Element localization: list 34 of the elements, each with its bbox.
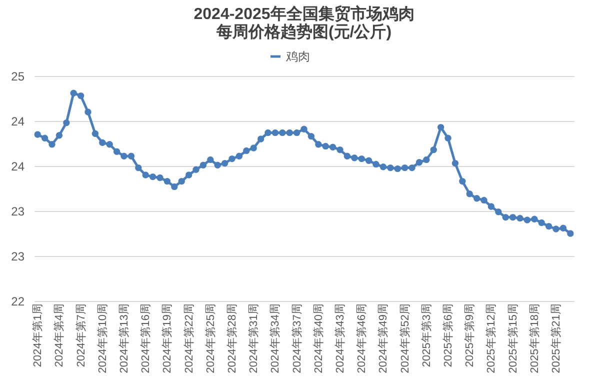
y-tick-label: 24 bbox=[11, 114, 25, 128]
x-tick-label: 2025年第3周 bbox=[420, 304, 433, 368]
x-tick-label: 2024年第46周 bbox=[356, 304, 368, 374]
x-tick-label: 2024年第31周 bbox=[248, 304, 260, 374]
x-tick-label: 2024年第4周 bbox=[54, 304, 66, 368]
x-tick-label: 2024年第1周 bbox=[32, 304, 44, 368]
y-tick-label: 22 bbox=[11, 294, 25, 308]
x-tick-label: 2024年第22周 bbox=[183, 304, 196, 374]
x-tick-label: 2024年第43周 bbox=[334, 304, 346, 374]
x-tick-label: 2025年第6周 bbox=[442, 304, 454, 368]
y-tick-label: 23 bbox=[11, 204, 25, 218]
x-tick-label: 2025年第12周 bbox=[486, 304, 498, 374]
chart-title: 2024-2025年全国集贸市场鸡肉 bbox=[194, 5, 414, 23]
x-tick-label: 2024年第52周 bbox=[399, 304, 412, 374]
x-tick-label: 2025年第9周 bbox=[464, 304, 476, 368]
x-tick-label: 2024年第13周 bbox=[118, 304, 130, 374]
y-tick-label: 25 bbox=[11, 70, 25, 84]
legend-label: 鸡肉 bbox=[285, 50, 310, 64]
x-tick-label: 2025年第21周 bbox=[550, 304, 562, 374]
x-tick-label: 2024年第34周 bbox=[270, 304, 282, 374]
y-tick-label: 24 bbox=[11, 160, 25, 174]
x-tick-label: 2024年第37周 bbox=[291, 304, 304, 374]
chart-subtitle: 每周价格趋势图(元/公斤) bbox=[215, 23, 392, 41]
x-tick-label: 2024年第10周 bbox=[96, 304, 109, 374]
x-tick-label: 2024年第25周 bbox=[204, 304, 217, 374]
x-tick-label: 2024年第16周 bbox=[140, 304, 152, 374]
x-tick-label: 2024年第28周 bbox=[226, 304, 238, 374]
x-tick-label: 2025年第18周 bbox=[528, 304, 541, 374]
y-tick-label: 23 bbox=[11, 250, 25, 264]
x-tick-label: 2024年第49周 bbox=[378, 304, 390, 374]
x-tick-label: 2025年第15周 bbox=[507, 304, 520, 374]
x-tick-label: 2024年第7周 bbox=[75, 304, 88, 368]
x-tick-label: 2024年第40周 bbox=[312, 304, 325, 374]
x-tick-label: 2024年第19周 bbox=[162, 304, 174, 374]
